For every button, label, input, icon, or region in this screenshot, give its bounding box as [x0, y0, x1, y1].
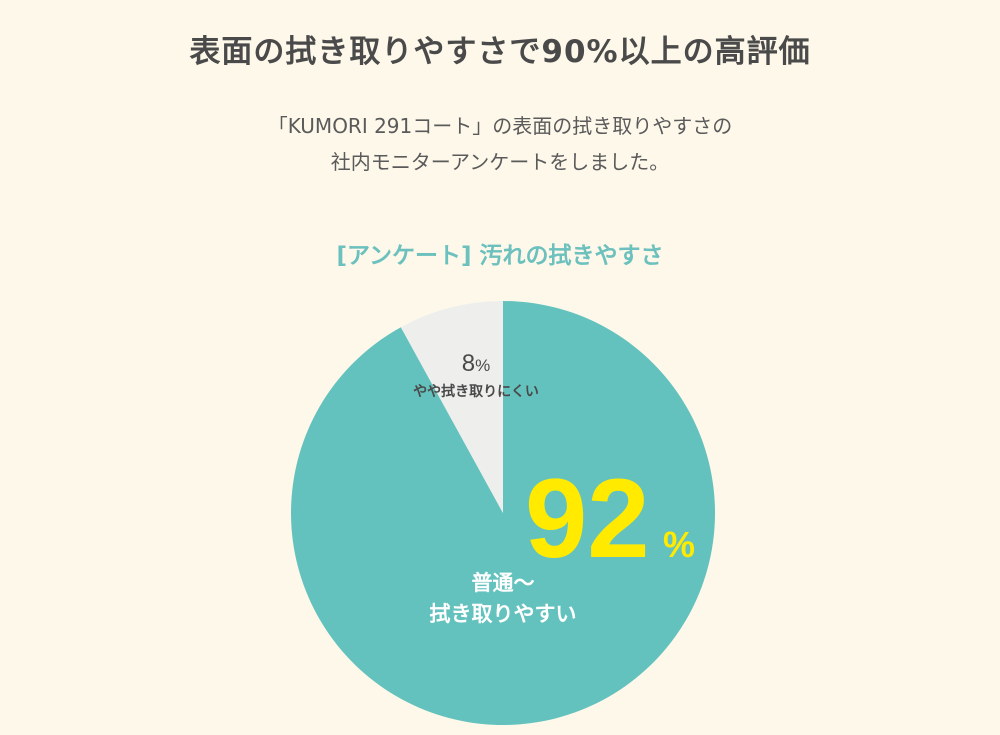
slice-unit-small: %: [475, 356, 490, 375]
slice-unit-large: %: [663, 524, 695, 565]
slice-label-large-line-1: 普通～: [472, 571, 535, 595]
page-title: 表面の拭き取りやすさで90%以上の高評価: [189, 34, 811, 70]
slice-label-large-line-2: 拭き取りやすい: [430, 602, 577, 626]
slice-value-large: 92: [525, 456, 650, 581]
pie-slice-1: [291, 301, 716, 726]
intro-text: 「KUMORI 291コート」の表面の拭き取りやすさの 社内モニターアンケートを…: [0, 108, 1000, 180]
intro-line-1: 「KUMORI 291コート」の表面の拭き取りやすさの: [267, 114, 733, 138]
pie-slice-2: [400, 301, 503, 513]
chart-title: [アンケート] 汚れの拭きやすさ: [336, 243, 664, 269]
intro-line-2: 社内モニターアンケートをしました。: [330, 150, 670, 174]
slice-value-small-number: 8: [462, 350, 475, 377]
pie-slices: [291, 301, 716, 726]
slice-label-small: やや拭き取りにくい: [413, 383, 539, 400]
slice-value-small: 8%: [462, 350, 490, 377]
